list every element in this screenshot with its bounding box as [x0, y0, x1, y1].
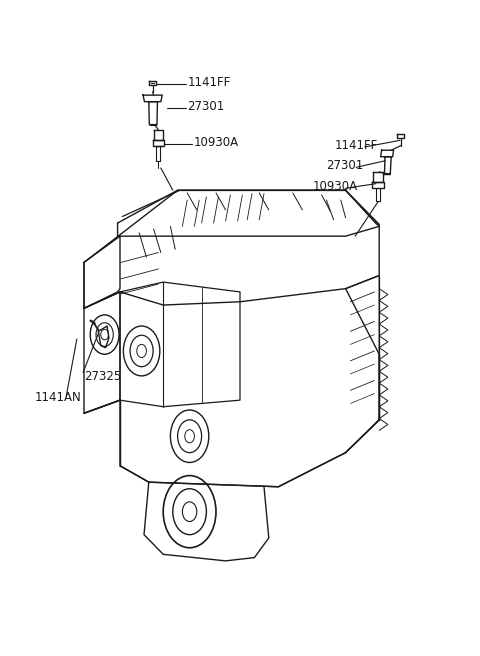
Text: 27301: 27301 [187, 100, 225, 113]
Text: 10930A: 10930A [193, 136, 239, 149]
Text: 1141FF: 1141FF [187, 76, 230, 89]
Text: 1141AN: 1141AN [35, 392, 81, 405]
Text: 10930A: 10930A [313, 180, 358, 194]
Text: 1141FF: 1141FF [335, 139, 378, 152]
Text: 27325: 27325 [84, 371, 121, 384]
Text: 27301: 27301 [326, 159, 364, 173]
